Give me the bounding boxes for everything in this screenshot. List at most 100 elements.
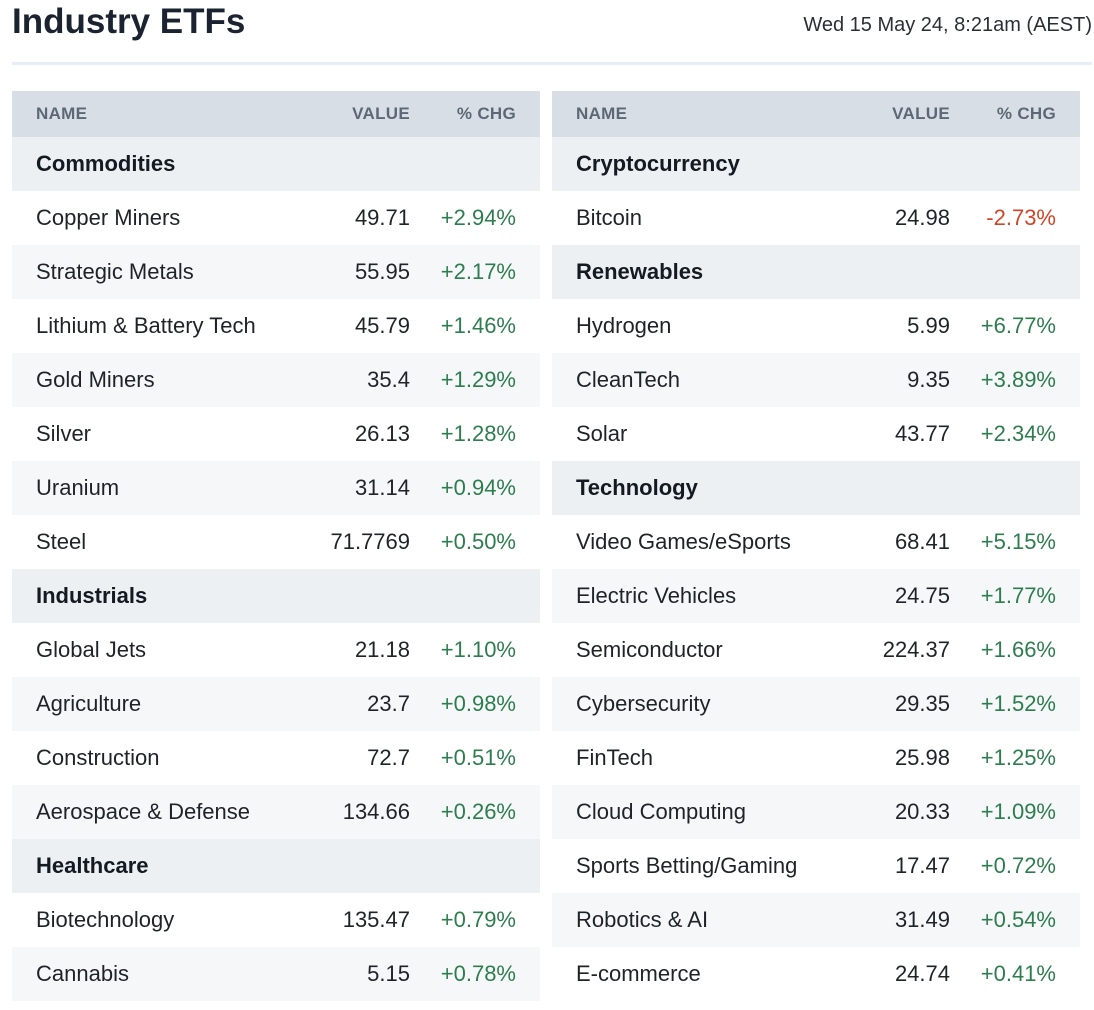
etf-value: 29.35 [840,677,950,731]
column-header-value[interactable]: VALUE [300,91,410,137]
group-header-row: Industrials [12,569,540,623]
etf-value: 55.95 [300,245,410,299]
etf-name[interactable]: Silver [36,421,92,446]
etf-change: +1.29% [410,353,540,407]
column-header-value[interactable]: VALUE [840,91,950,137]
etf-change: +0.79% [440,907,516,932]
table-row[interactable]: Cybersecurity 29.35 +1.52% [552,677,1080,731]
column-header-name[interactable]: NAME [552,91,840,137]
table-header-row: NAME VALUE % CHG [12,91,540,137]
table-row[interactable]: Gold Miners 35.4 +1.29% [12,353,540,407]
etf-value: 5.99 [907,313,950,338]
table-row[interactable]: FinTech 25.98 +1.25% [552,731,1080,785]
table-row[interactable]: E-commerce 24.74 +0.41% [552,947,1080,1001]
etf-change: +0.98% [410,677,540,731]
etf-change: +5.15% [980,529,1056,554]
table-row[interactable]: Solar 43.77 +2.34% [552,407,1080,461]
etf-name[interactable]: Copper Miners [36,205,181,230]
etf-change: +1.25% [980,745,1056,770]
table-row[interactable]: Sports Betting/Gaming 17.47 +0.72% [552,839,1080,893]
table-row[interactable]: Construction 72.7 +0.51% [12,731,540,785]
page-header: Industry ETFs Wed 15 May 24, 8:21am (AES… [12,0,1092,65]
etf-name[interactable]: Cannabis [12,947,300,1001]
table-row[interactable]: Cannabis 5.15 +0.78% [12,947,540,1001]
etf-change: +1.46% [440,313,516,338]
group-name: Healthcare [12,839,540,893]
table-row[interactable]: Uranium 31.14 +0.94% [12,461,540,515]
table-row[interactable]: Semiconductor 224.37 +1.66% [552,623,1080,677]
table-row[interactable]: Strategic Metals 55.95 +2.17% [12,245,540,299]
timestamp: Wed 15 May 24, 8:21am (AEST) [803,14,1092,36]
etf-name[interactable]: Video Games/eSports [576,529,791,554]
table-row[interactable]: Aerospace & Defense 134.66 +0.26% [12,785,540,839]
etf-name[interactable]: Biotechnology [36,907,175,932]
etf-value: 45.79 [354,313,410,338]
group-header-row: Renewables [552,245,1080,299]
page-title: Industry ETFs [12,2,246,41]
table-row[interactable]: Steel 71.7769 +0.50% [12,515,540,569]
table-row[interactable]: Cloud Computing 20.33 +1.09% [552,785,1080,839]
etf-name[interactable]: Lithium & Battery Tech [36,313,256,338]
group-header-row: Technology [552,461,1080,515]
table-row[interactable]: Global Jets 21.18 +1.10% [12,623,540,677]
etf-name[interactable]: Strategic Metals [12,245,300,299]
etf-value: 72.7 [367,745,410,770]
table-row[interactable]: Bitcoin 24.98 -2.73% [552,191,1080,245]
etf-name[interactable]: Hydrogen [576,313,672,338]
etf-value: 68.41 [894,529,950,554]
group-header-row: Healthcare [12,839,540,893]
table-row[interactable]: Biotechnology 135.47 +0.79% [12,893,540,947]
etf-value: 20.33 [840,785,950,839]
table-row[interactable]: Copper Miners 49.71 +2.94% [12,191,540,245]
etf-value: 5.15 [300,947,410,1001]
etf-change: +0.78% [410,947,540,1001]
etf-name[interactable]: Robotics & AI [552,893,840,947]
table-header-row: NAME VALUE % CHG [552,91,1080,137]
etf-change: -2.73% [986,205,1056,230]
column-header-chg[interactable]: % CHG [410,91,540,137]
etf-name[interactable]: Sports Betting/Gaming [576,853,798,878]
etf-name[interactable]: Construction [36,745,160,770]
etf-name[interactable]: Cloud Computing [552,785,840,839]
etf-name[interactable]: Gold Miners [12,353,300,407]
etf-change: +1.09% [950,785,1080,839]
table-row[interactable]: Lithium & Battery Tech 45.79 +1.46% [12,299,540,353]
etf-name[interactable]: Bitcoin [576,205,643,230]
group-name: Commodities [12,137,540,191]
etf-name[interactable]: E-commerce [576,961,701,986]
etf-change: +0.72% [980,853,1056,878]
table-row[interactable]: Video Games/eSports 68.41 +5.15% [552,515,1080,569]
table-row[interactable]: CleanTech 9.35 +3.89% [552,353,1080,407]
table-row[interactable]: Robotics & AI 31.49 +0.54% [552,893,1080,947]
etf-change: +0.50% [440,529,516,554]
etf-name[interactable]: Solar [576,421,628,446]
etf-value: 134.66 [300,785,410,839]
etf-value: 26.13 [354,421,410,446]
column-header-chg[interactable]: % CHG [950,91,1080,137]
etf-name[interactable]: Electric Vehicles [552,569,840,623]
etf-name[interactable]: Global Jets [36,637,147,662]
etf-name[interactable]: Cybersecurity [552,677,840,731]
table-row[interactable]: Electric Vehicles 24.75 +1.77% [552,569,1080,623]
etf-value: 31.49 [840,893,950,947]
etf-name[interactable]: Steel [36,529,87,554]
etf-change: +1.77% [950,569,1080,623]
etf-name[interactable]: FinTech [576,745,654,770]
etf-value: 71.7769 [330,529,410,554]
table-row[interactable]: Hydrogen 5.99 +6.77% [552,299,1080,353]
table-row[interactable]: Silver 26.13 +1.28% [12,407,540,461]
etf-name[interactable]: Semiconductor [576,637,723,662]
table-row[interactable]: Agriculture 23.7 +0.98% [12,677,540,731]
etf-name[interactable]: Aerospace & Defense [12,785,300,839]
etf-change: +2.34% [980,421,1056,446]
group-name: Industrials [12,569,540,623]
group-name: Cryptocurrency [552,137,1080,191]
etf-name[interactable]: Uranium [12,461,300,515]
etf-name[interactable]: Agriculture [12,677,300,731]
etf-value: 9.35 [840,353,950,407]
etf-table-right: NAME VALUE % CHG Cryptocurrency Bitcoin 24… [552,91,1080,1001]
etf-name[interactable]: CleanTech [552,353,840,407]
etf-value: 49.71 [354,205,410,230]
etf-change: +0.26% [410,785,540,839]
column-header-name[interactable]: NAME [12,91,300,137]
